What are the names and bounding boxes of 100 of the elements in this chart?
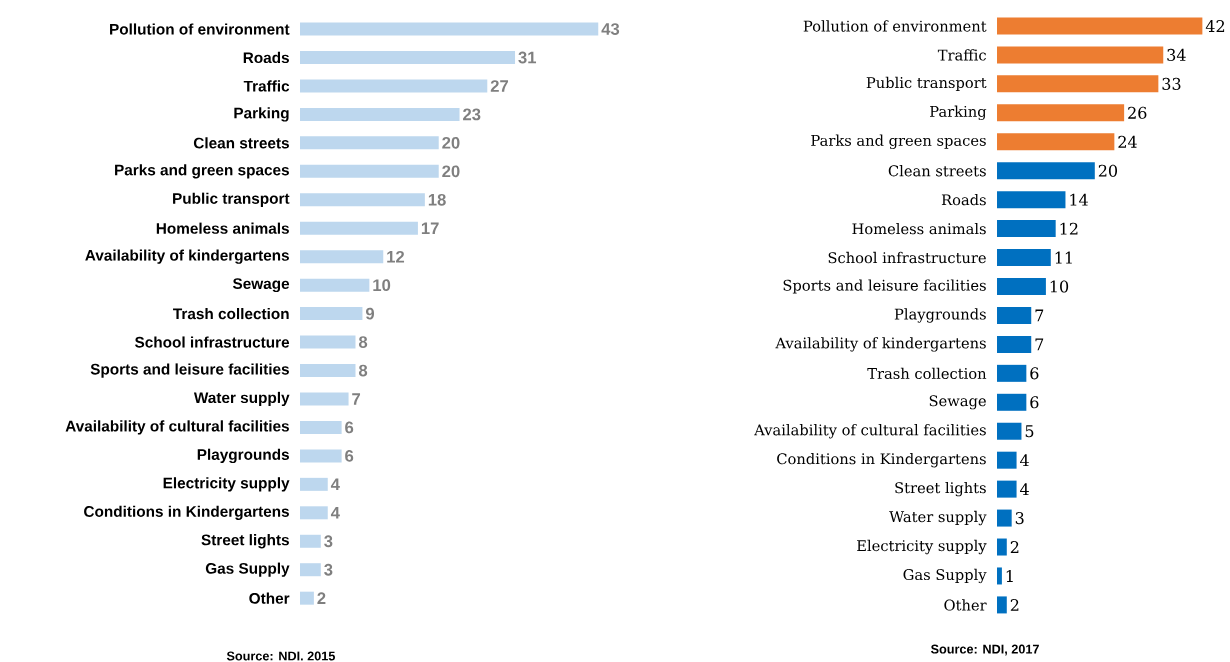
data-label: 20 bbox=[442, 165, 460, 178]
data-label: 2 bbox=[317, 592, 326, 604]
data-label: 9 bbox=[365, 307, 375, 320]
y-tick-label: Clean streets bbox=[193, 137, 289, 149]
y-tick-label: Traffic bbox=[243, 80, 290, 92]
y-tick-label: Street lights bbox=[201, 534, 289, 549]
bar bbox=[300, 563, 321, 577]
bar bbox=[300, 364, 356, 378]
y-tick-label: Sewage bbox=[929, 395, 986, 410]
bar bbox=[997, 75, 1159, 93]
y-tick-label: Other bbox=[249, 592, 290, 604]
y-tick-label: Availability of kindergartens bbox=[775, 337, 986, 352]
bar bbox=[997, 422, 1022, 440]
y-tick-label: Parks and green spaces bbox=[115, 164, 289, 179]
y-tick-label: Parking bbox=[234, 107, 289, 122]
y-tick-label: School infrastructure bbox=[828, 251, 986, 264]
data-label: 18 bbox=[428, 193, 446, 206]
y-tick-label: Homeless animals bbox=[156, 222, 289, 234]
data-label: 3 bbox=[1015, 512, 1024, 525]
y-tick-label: Pollution of environment bbox=[110, 23, 290, 35]
bar bbox=[997, 596, 1007, 614]
data-label: 2 bbox=[1010, 598, 1019, 611]
data-label: 2 bbox=[1010, 541, 1019, 553]
y-tick-label: Pollution of environment bbox=[803, 20, 987, 32]
bar bbox=[300, 449, 342, 463]
bar bbox=[997, 509, 1012, 527]
data-label: 10 bbox=[1050, 280, 1069, 293]
bar bbox=[997, 17, 1203, 35]
bar bbox=[300, 193, 425, 207]
source-note: Source: NDI, 2017 bbox=[930, 644, 1039, 656]
bar bbox=[300, 50, 516, 64]
y-tick-label: Public transport bbox=[173, 192, 290, 207]
y-tick-label: Roads bbox=[941, 193, 986, 206]
data-label: 7 bbox=[1035, 338, 1044, 351]
bar bbox=[300, 392, 349, 406]
bar bbox=[300, 278, 370, 292]
data-label: 26 bbox=[1128, 106, 1147, 119]
bar bbox=[300, 335, 356, 349]
bar bbox=[300, 591, 314, 605]
data-label: 27 bbox=[490, 80, 509, 92]
data-label: 4 bbox=[330, 478, 340, 491]
bar bbox=[997, 567, 1002, 585]
y-tick-label: Water supply bbox=[193, 391, 290, 407]
data-label: 6 bbox=[1030, 367, 1039, 380]
y-tick-label: Public transport bbox=[866, 76, 987, 91]
data-label: 14 bbox=[1070, 193, 1088, 206]
y-tick-label: School infrastructure bbox=[134, 336, 290, 348]
data-label: 42 bbox=[1205, 20, 1225, 32]
y-tick-label: Electricity supply bbox=[163, 477, 290, 492]
data-label: 6 bbox=[345, 450, 354, 462]
y-tick-label: Parks and green spaces bbox=[811, 134, 986, 149]
bar bbox=[300, 534, 321, 548]
data-label: 8 bbox=[358, 364, 368, 377]
data-label: 31 bbox=[518, 51, 537, 64]
data-label: 23 bbox=[463, 108, 481, 121]
data-label: 4 bbox=[1020, 483, 1029, 496]
y-tick-label: Trash collection bbox=[867, 367, 987, 380]
bar bbox=[997, 104, 1125, 122]
y-tick-label: Street lights bbox=[895, 481, 986, 497]
y-tick-label: Traffic bbox=[937, 49, 986, 61]
data-label: 33 bbox=[1162, 77, 1181, 90]
bar bbox=[300, 136, 439, 150]
y-tick-label: Sports and leisure facilities bbox=[783, 279, 986, 294]
data-label: 3 bbox=[324, 563, 333, 576]
bar bbox=[300, 164, 439, 178]
data-label: 34 bbox=[1167, 48, 1186, 61]
bar bbox=[997, 46, 1164, 64]
data-label: 8 bbox=[358, 336, 368, 348]
y-tick-label: Sports and leisure facilities bbox=[90, 363, 289, 378]
y-tick-label: Conditions in Kindergartens bbox=[84, 505, 289, 520]
y-tick-label: Electricity supply bbox=[857, 539, 987, 555]
bar bbox=[997, 335, 1032, 353]
data-label: 24 bbox=[1118, 135, 1137, 148]
y-tick-label: Conditions in Kindergartens bbox=[777, 452, 986, 468]
y-tick-label: Gas Supply bbox=[205, 562, 290, 577]
bar bbox=[997, 278, 1046, 295]
data-label: 4 bbox=[330, 507, 340, 519]
data-label: 3 bbox=[324, 535, 333, 548]
bar bbox=[997, 249, 1051, 267]
y-tick-label: Water supply bbox=[889, 510, 987, 526]
y-tick-label: Availability of cultural facilities bbox=[754, 424, 986, 439]
data-label: 12 bbox=[1060, 222, 1078, 235]
bar bbox=[300, 79, 488, 93]
data-label: 6 bbox=[345, 421, 354, 434]
data-label: 5 bbox=[1025, 425, 1034, 438]
data-label: 1 bbox=[1006, 570, 1013, 582]
data-label: 4 bbox=[1020, 454, 1029, 467]
y-tick-label: Parking bbox=[930, 105, 987, 121]
y-tick-label: Playgrounds bbox=[894, 308, 986, 323]
y-tick-label: Availability of kindergartens bbox=[85, 249, 289, 264]
y-tick-label: Homeless animals bbox=[852, 222, 986, 235]
bar bbox=[997, 133, 1115, 151]
bar bbox=[300, 22, 599, 36]
bar bbox=[300, 107, 460, 121]
data-label: 20 bbox=[1098, 164, 1118, 177]
bar bbox=[997, 191, 1066, 209]
bar bbox=[300, 307, 363, 321]
data-label: 43 bbox=[601, 23, 620, 35]
bar bbox=[997, 451, 1017, 469]
bar bbox=[997, 220, 1056, 238]
